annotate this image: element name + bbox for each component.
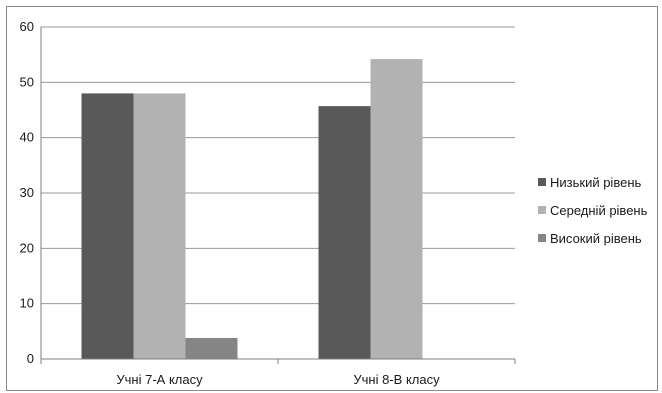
legend-label: Низький рівень (550, 174, 642, 190)
legend-label: Середній рівень (550, 202, 648, 218)
x-tick-labels: Учні 7-А класу Учні 8-В класу (116, 372, 440, 387)
y-tick-label: 10 (20, 296, 34, 311)
bar (81, 93, 134, 360)
bar (185, 337, 238, 359)
y-tick-label: 20 (20, 240, 34, 255)
legend-item: Низький рівень (538, 168, 647, 196)
x-tick-label: Учні 7-А класу (116, 372, 203, 387)
bar (318, 106, 371, 359)
axes (40, 27, 516, 364)
x-tick-label: Учні 8-В класу (353, 372, 440, 387)
legend-swatch (538, 234, 546, 242)
bar (133, 93, 186, 360)
legend-swatch (538, 206, 546, 214)
legend-swatch (538, 178, 546, 186)
y-tick-label: 60 (20, 19, 34, 34)
y-tick-label: 0 (27, 351, 34, 366)
legend-item: Високий рівень (538, 224, 647, 252)
legend: Низький рівень Середній рівень Високий рів… (538, 168, 647, 252)
bars (81, 59, 423, 360)
y-tick-label: 30 (20, 185, 34, 200)
y-tick-label: 40 (20, 130, 34, 145)
y-tick-label: 50 (20, 74, 34, 89)
y-tick-labels: 0 10 20 30 40 50 60 (20, 19, 34, 366)
legend-item: Середній рівень (538, 196, 647, 224)
legend-label: Високий рівень (550, 230, 642, 246)
bar (370, 59, 423, 360)
